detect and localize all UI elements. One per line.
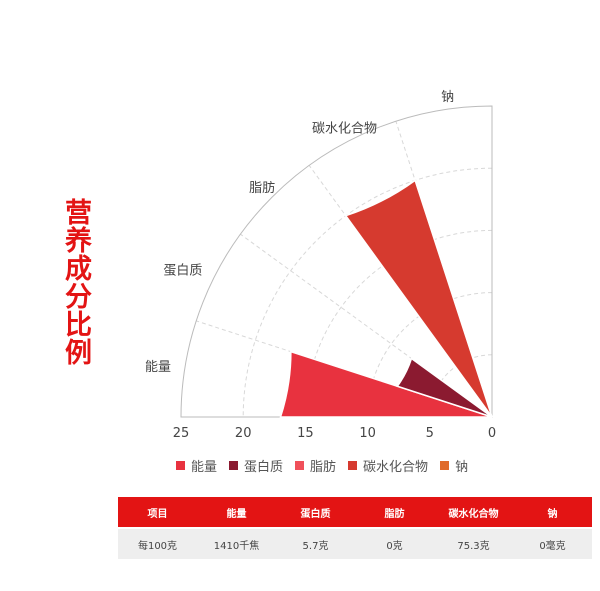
sector-能量 <box>279 350 493 418</box>
legend-item: 脂肪 <box>295 456 336 475</box>
legend-swatch <box>229 460 239 470</box>
radial-tick-label: 20 <box>235 426 252 441</box>
table-body: 每100克 1410千焦 5.7克 0克 75.3克 0毫克 <box>118 527 592 559</box>
table-header-cell: 脂肪 <box>355 497 434 528</box>
table-header-cell: 能量 <box>197 497 276 528</box>
nutrition-table: 项目 能量 蛋白质 脂肪 碳水化合物钠 每100克 1410千焦 5.7克 0克 75.3克 0毫… <box>118 497 592 559</box>
category-label: 钠 <box>441 90 454 105</box>
legend-label: 碳水化合物 <box>363 459 429 475</box>
category-label: 脂肪 <box>249 180 275 196</box>
category-label: 碳水化合物 <box>312 121 377 136</box>
table-header-cell: 碳水化合物 <box>434 497 513 528</box>
chart-legend: 能量 蛋白质 脂肪 碳水化合物 钠 <box>176 455 480 475</box>
radial-tick-label: 5 <box>426 426 434 441</box>
legend-label: 能量 <box>191 459 218 475</box>
legend-swatch <box>440 460 450 470</box>
legend-swatch <box>348 460 358 470</box>
radial-tick-label: 25 <box>173 426 190 441</box>
radial-tick-label: 10 <box>359 426 376 441</box>
legend-item: 能量 <box>176 456 217 475</box>
table-header-row: 项目 能量 蛋白质 脂肪 碳水化合物钠 <box>118 497 592 528</box>
table-cell: 0毫克 <box>513 527 592 559</box>
sector-碳水化合物 <box>344 179 493 418</box>
table-header-cell: 蛋白质 <box>276 497 355 528</box>
legend-label: 蛋白质 <box>244 459 284 475</box>
chart-sectors <box>279 179 493 418</box>
polar-frame <box>180 105 493 418</box>
chart-labels: 能量 蛋白质 脂肪 碳水化合物 钠 25 20 15 10 5 0 <box>145 90 496 441</box>
sector-蛋白质 <box>396 357 493 418</box>
grid-arc <box>242 167 493 418</box>
legend-swatch <box>295 460 305 470</box>
table-cell: 1410千焦 <box>197 527 276 559</box>
category-label: 能量 <box>145 360 171 375</box>
legend-label: 脂肪 <box>310 459 337 475</box>
legend-item: 钠 <box>440 456 468 475</box>
table-cell: 每100克 <box>118 527 197 559</box>
category-label: 蛋白质 <box>163 262 202 278</box>
table-header-cell: 项目 <box>118 497 197 528</box>
table-cell: 5.7克 <box>276 527 355 559</box>
table-header-cell: 钠 <box>513 497 592 528</box>
legend-item: 碳水化合物 <box>348 456 428 475</box>
table-row: 每100克 1410千焦 5.7克 0克 75.3克 0毫克 <box>118 527 592 559</box>
side-title: 营养成分比例 <box>60 198 91 366</box>
legend-label: 钠 <box>455 459 469 475</box>
table-cell: 0克 <box>355 527 434 559</box>
table-cell: 75.3克 <box>434 527 513 559</box>
radial-tick-label: 15 <box>297 426 314 441</box>
polar-bar-chart: 能量 蛋白质 脂肪 碳水化合物 钠 25 20 15 10 5 0 <box>145 90 496 441</box>
radial-tick-label: 0 <box>488 426 496 441</box>
legend-item: 蛋白质 <box>229 456 283 475</box>
legend-swatch <box>176 460 185 470</box>
